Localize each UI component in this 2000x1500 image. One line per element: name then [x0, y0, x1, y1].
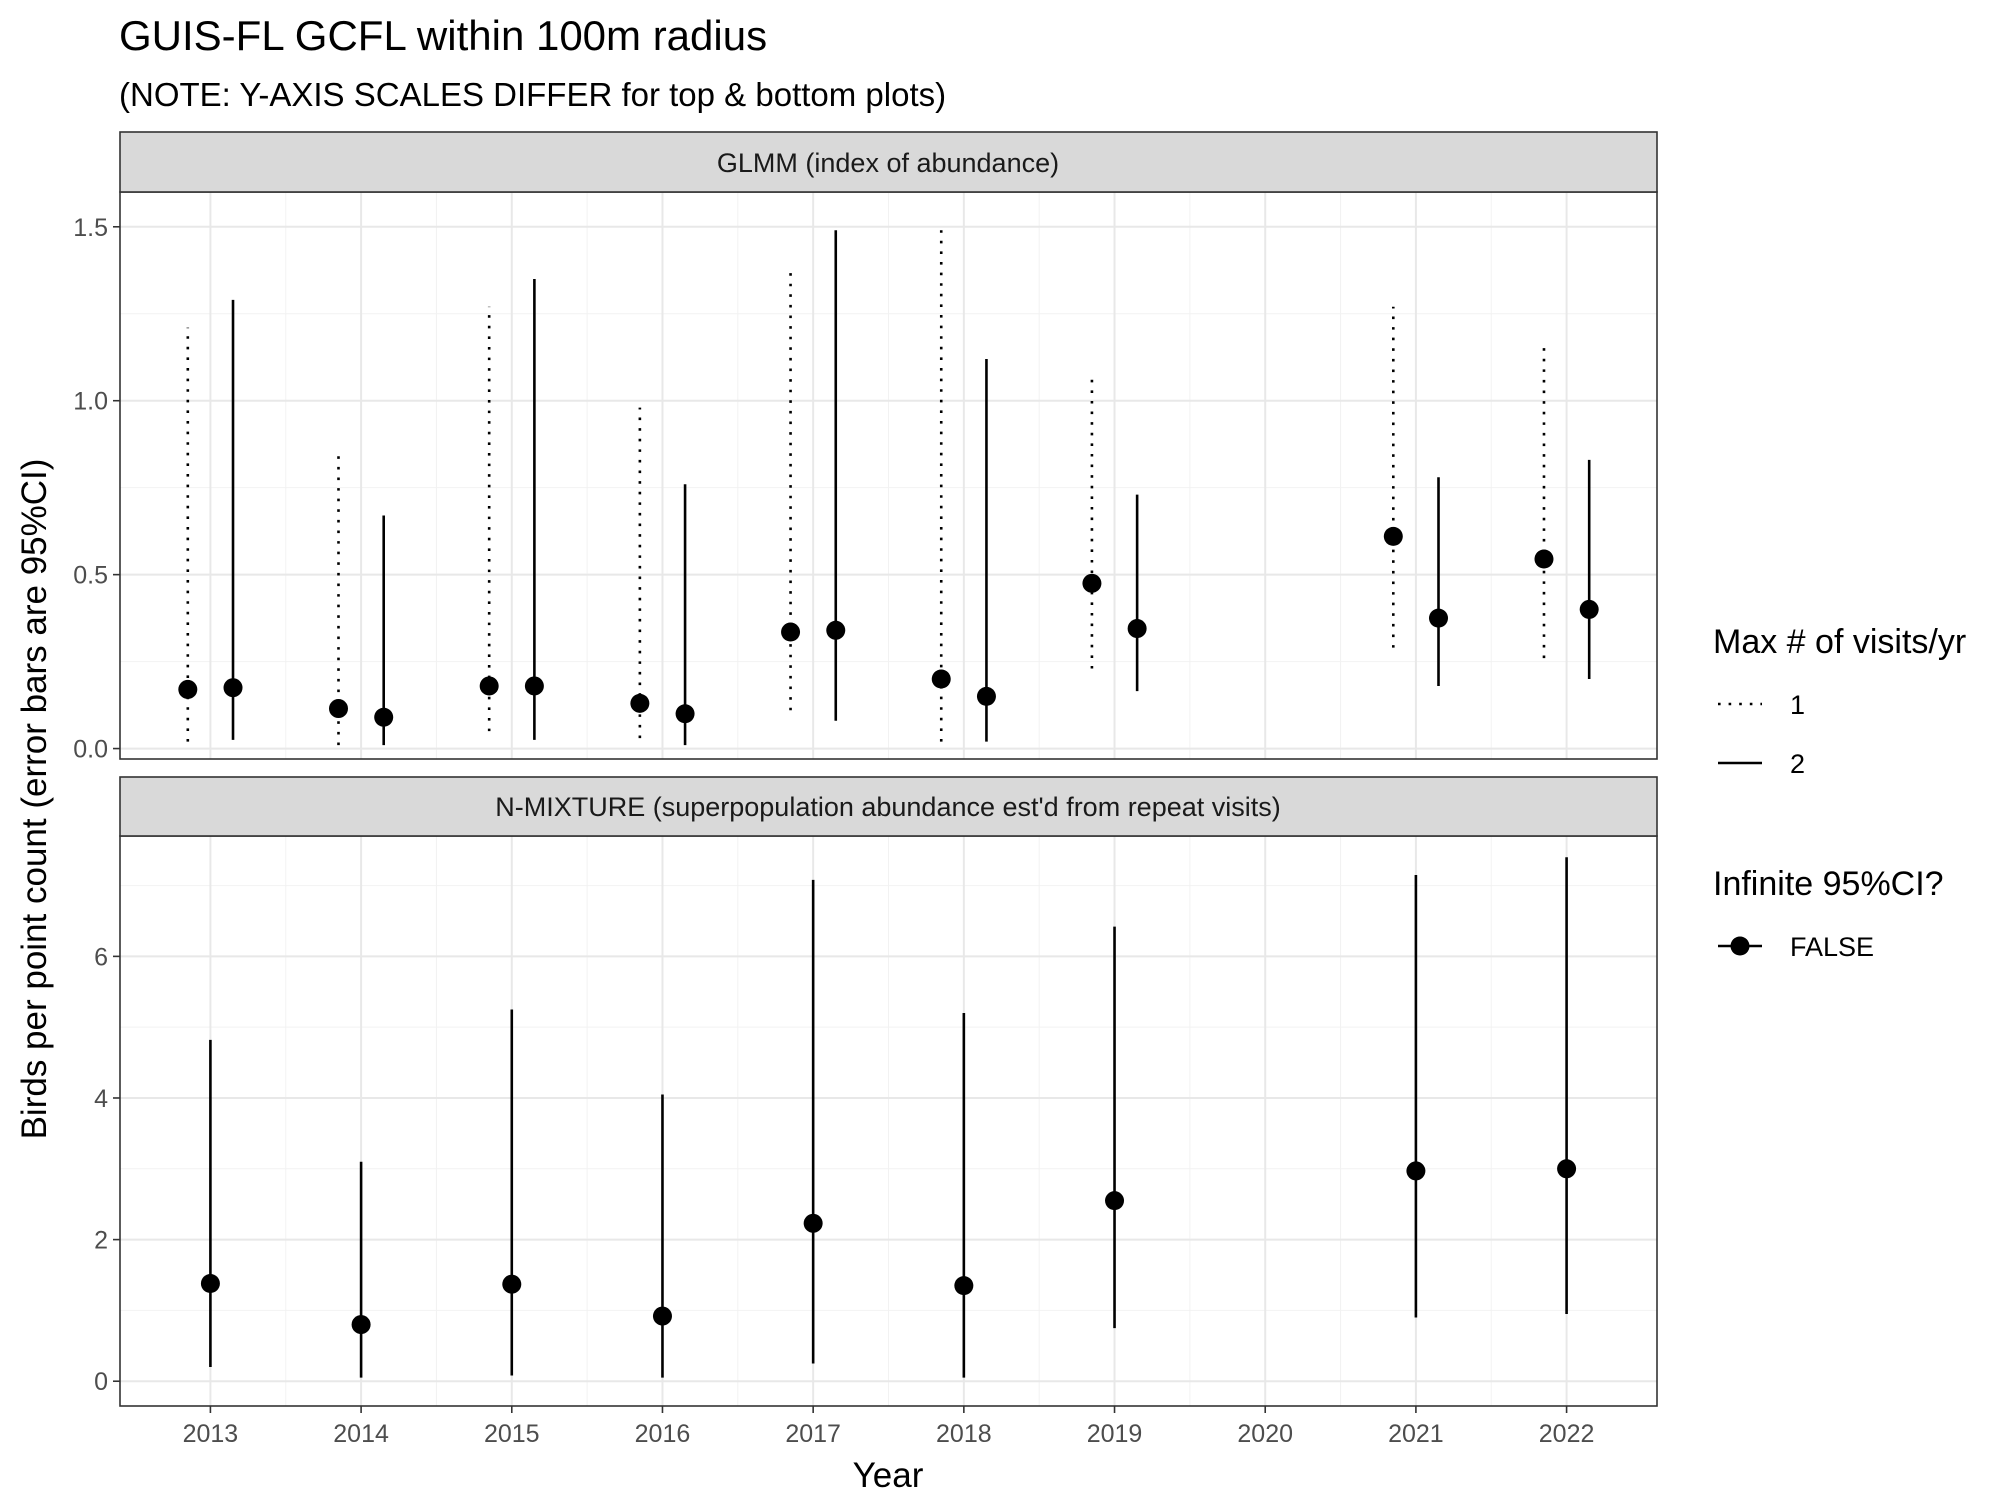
data-point	[1105, 1191, 1125, 1211]
data-point	[1557, 1159, 1577, 1179]
data-point	[200, 1274, 220, 1294]
glmm-y-axis: 0.0 0.5 1.0 1.5	[73, 214, 120, 764]
legend-label-2: 2	[1790, 749, 1805, 779]
nmixture-y-axis: 0 2 4 6	[94, 943, 120, 1396]
y-tick-label: 2	[94, 1227, 108, 1255]
legend-label-1: 1	[1790, 690, 1805, 720]
x-tick-label: 2017	[785, 1420, 841, 1448]
y-tick-label: 4	[94, 1085, 108, 1113]
legend-point-title: Infinite 95%CI?	[1713, 865, 1944, 903]
glmm-panel-grid	[120, 192, 1657, 759]
legend-key-point	[1730, 936, 1750, 956]
data-point	[976, 686, 996, 706]
x-axis-title: Year	[853, 1456, 924, 1495]
x-tick-label: 2014	[333, 1420, 389, 1448]
y-axis-title: Birds per point count (error bars are 95…	[15, 459, 54, 1140]
data-point	[1429, 608, 1449, 628]
data-point	[1383, 526, 1403, 546]
x-tick-label: 2015	[484, 1420, 540, 1448]
data-point	[1406, 1161, 1426, 1181]
data-point	[675, 704, 695, 724]
nmixture-panel: N-MIXTURE (superpopulation abundance est…	[94, 776, 1658, 1407]
chart-subtitle: (NOTE: Y-AXIS SCALES DIFFER for top & bo…	[119, 76, 946, 113]
x-tick-label: 2018	[936, 1420, 992, 1448]
data-point	[931, 669, 951, 689]
legend: Max # of visits/yr 1 2 Infinite 95%CI? F…	[1713, 623, 1966, 962]
x-axis: 2013 2014 2015 2016 2017 2018 2019 2020 2021 2022	[183, 1406, 1595, 1448]
y-tick-label: 1.0	[73, 388, 108, 416]
legend-label-false: FALSE	[1790, 932, 1874, 962]
legend-linetype-title: Max # of visits/yr	[1713, 623, 1966, 661]
nmixture-panel-marks	[200, 857, 1577, 1378]
y-tick-label: 1.5	[73, 214, 108, 242]
y-tick-label: 0	[94, 1368, 108, 1396]
data-point	[502, 1274, 522, 1294]
chart-title: GUIS-FL GCFL within 100m radius	[119, 12, 767, 59]
data-point	[826, 620, 846, 640]
y-tick-label: 0.0	[73, 736, 108, 764]
data-point	[374, 707, 394, 727]
data-point	[652, 1306, 672, 1326]
y-tick-label: 0.5	[73, 562, 108, 590]
glmm-strip-label: GLMM (index of abundance)	[717, 148, 1059, 178]
data-point	[954, 1276, 974, 1296]
data-point	[781, 622, 801, 642]
data-point	[1082, 573, 1102, 593]
x-tick-label: 2019	[1087, 1420, 1143, 1448]
data-point	[351, 1315, 371, 1335]
nmixture-strip-label: N-MIXTURE (superpopulation abundance est…	[495, 792, 1281, 822]
x-tick-label: 2016	[635, 1420, 691, 1448]
data-point	[223, 678, 243, 698]
data-point	[328, 699, 348, 719]
y-tick-label: 6	[94, 943, 108, 971]
glmm-strip	[119, 131, 1658, 193]
data-point	[479, 676, 499, 696]
x-tick-label: 2013	[183, 1420, 239, 1448]
x-tick-label: 2022	[1539, 1420, 1595, 1448]
glmm-panel: GLMM (index of abundance) 0.0 0.5 1.0 1.5	[73, 131, 1658, 764]
x-tick-label: 2020	[1237, 1420, 1293, 1448]
data-point	[1534, 549, 1554, 569]
data-point	[1579, 599, 1599, 619]
data-point	[630, 693, 650, 713]
data-point	[803, 1213, 823, 1233]
data-point	[524, 676, 544, 696]
x-tick-label: 2021	[1388, 1420, 1444, 1448]
data-point	[1127, 619, 1147, 639]
nmixture-strip	[119, 776, 1658, 837]
data-point	[178, 679, 198, 699]
glmm-panel-marks	[178, 230, 1599, 746]
